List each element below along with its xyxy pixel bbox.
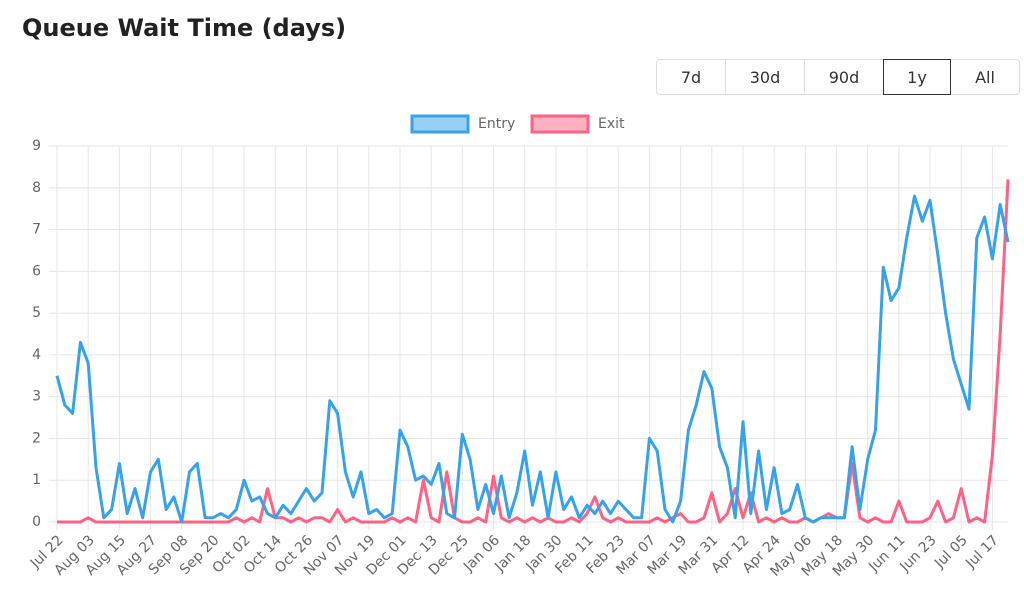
legend-label: Exit (598, 116, 625, 132)
y-tick-label: 2 (32, 430, 41, 446)
y-tick-label: 9 (32, 138, 41, 154)
range-button[interactable]: 7d (656, 59, 726, 95)
legend-swatch (410, 114, 470, 134)
range-button[interactable]: 90d (804, 59, 884, 95)
legend-swatch (530, 114, 590, 134)
series-line (55, 194, 1010, 524)
y-tick-label: 1 (32, 472, 41, 488)
range-selector: 7d 30d 90d 1y All (656, 59, 1020, 95)
x-tick-label: Jul 17 (962, 532, 1002, 572)
chart-title: Queue Wait Time (days) (22, 14, 347, 42)
y-tick-label: 8 (32, 180, 41, 196)
y-tick-label: 7 (32, 222, 41, 238)
y-tick-label: 4 (32, 347, 41, 363)
legend-label: Entry (478, 116, 515, 132)
range-button[interactable]: All (950, 59, 1020, 95)
y-tick-label: 6 (32, 263, 41, 279)
range-button[interactable]: 1y (883, 59, 951, 95)
y-tick-label: 3 (32, 389, 41, 405)
x-tick-label: Jul 05 (931, 532, 971, 572)
y-tick-label: 0 (32, 514, 41, 530)
y-tick-label: 5 (32, 305, 41, 321)
